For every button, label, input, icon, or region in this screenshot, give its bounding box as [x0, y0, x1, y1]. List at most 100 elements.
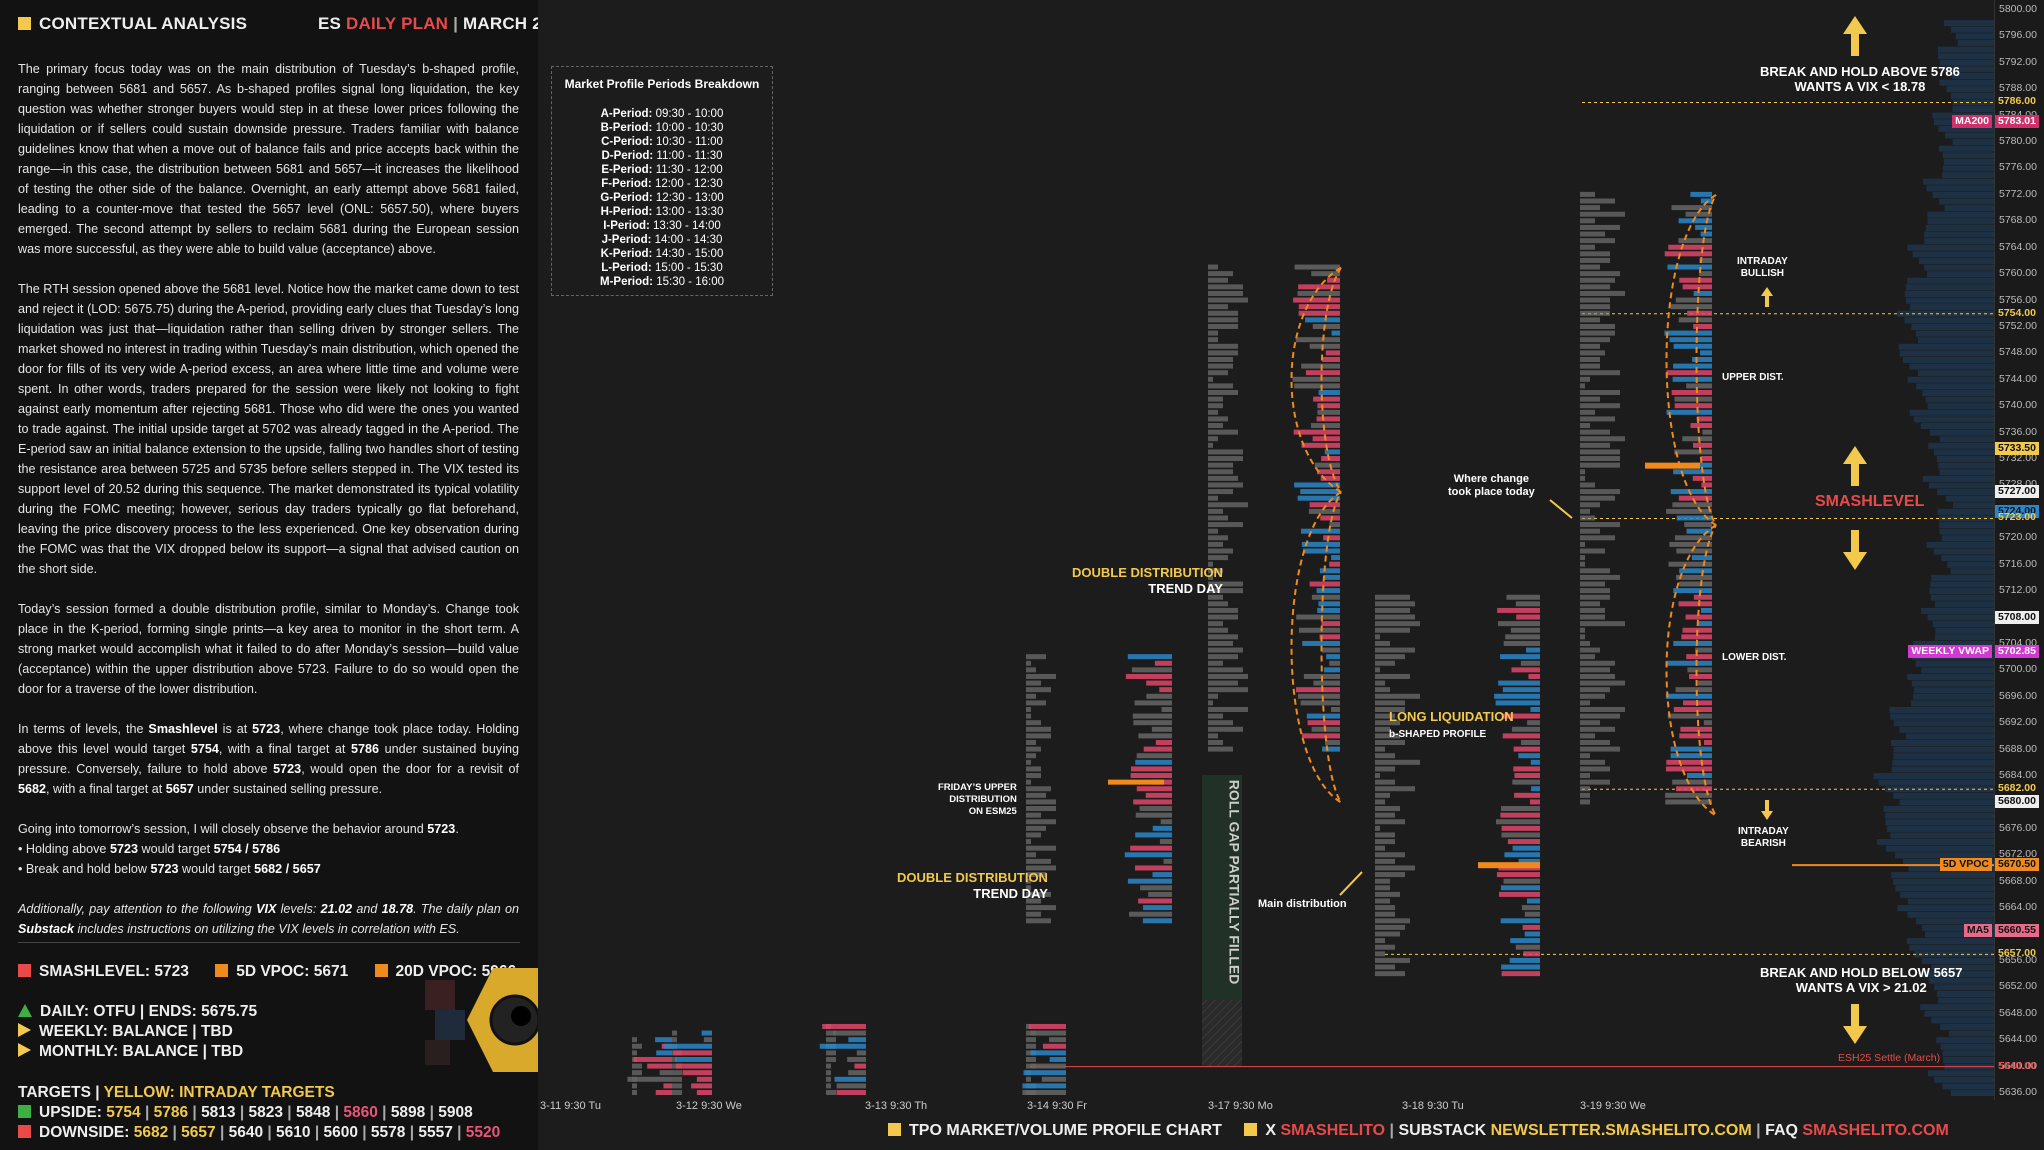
tpo-chart[interactable] — [538, 0, 1994, 1100]
volume-bar — [1293, 429, 1340, 435]
tpo-letters — [1375, 885, 1390, 891]
left-panel: CONTEXTUAL ANALYSIS ES DAILY PLAN | MARC… — [0, 0, 600, 1150]
volume-bar — [1300, 700, 1340, 706]
tpo-letters — [1375, 812, 1395, 818]
volume-bar — [1310, 423, 1340, 429]
price-tick: 5668.00 — [1999, 874, 2037, 887]
volume-bar — [1313, 680, 1340, 686]
vix-note: Additionally, pay attention to the follo… — [18, 902, 519, 936]
volume-bar — [1900, 891, 1994, 898]
tpo-letters — [1580, 482, 1595, 488]
volume-bar — [1678, 218, 1712, 224]
volume-bar — [1678, 317, 1712, 323]
target-separator: | — [452, 1124, 466, 1141]
volume-bar — [1675, 786, 1712, 792]
volume-bar — [1130, 773, 1172, 779]
volume-bar — [1124, 852, 1172, 858]
volume-bar — [1931, 1017, 1994, 1024]
tpo-letters — [1026, 746, 1041, 752]
tpo-letters — [1580, 383, 1585, 389]
volume-bar — [1326, 654, 1340, 660]
tpo-letters — [1580, 403, 1620, 409]
tpo-letters — [1208, 541, 1223, 547]
volume-bar — [1028, 1023, 1066, 1029]
volume-bar — [1921, 607, 1994, 614]
tpo-letters — [1208, 290, 1243, 296]
tpo-letters — [1580, 290, 1625, 296]
volume-bar — [1319, 634, 1340, 640]
volume-bar — [1135, 832, 1172, 838]
volume-bar — [1301, 363, 1340, 369]
volume-bar — [1513, 766, 1540, 772]
volume-bar — [1504, 852, 1540, 858]
tpo-letters — [1580, 409, 1595, 415]
tpo-letters — [1580, 766, 1610, 772]
volume-bar — [834, 1076, 866, 1082]
tpo-letters — [1208, 561, 1213, 567]
target-value: 5813 — [201, 1104, 236, 1121]
tpo-letters — [1208, 271, 1233, 277]
price-axis[interactable]: 5800.005796.005792.005788.005784.005780.… — [1994, 0, 2044, 1100]
tpo-letters — [1580, 218, 1595, 224]
tpo-letters — [1580, 271, 1620, 277]
volume-bar — [1697, 680, 1712, 686]
volume-bar — [1937, 508, 1994, 515]
tpo-letters — [1375, 839, 1395, 845]
volume-bar — [1907, 244, 1994, 251]
target-separator: | — [310, 1124, 324, 1141]
tpo-letters — [1580, 442, 1610, 448]
period-time: 15:30 - 16:00 — [653, 276, 724, 288]
tpo-letters — [1208, 555, 1228, 561]
volume-bar — [1301, 733, 1340, 739]
main-distribution-note: Main distribution — [1258, 898, 1347, 910]
tpo-letters — [1580, 317, 1600, 323]
volume-bar — [1297, 693, 1340, 699]
tpo-letters — [1375, 806, 1400, 812]
price-tick: 5648.00 — [1999, 1006, 2037, 1019]
tpo-letters — [1208, 528, 1218, 534]
volume-bar — [691, 1083, 712, 1089]
volume-bar — [1678, 238, 1712, 244]
bullet-holding-above: • Holding above 5723 would target 5754 /… — [18, 842, 281, 856]
price-tick: 5652.00 — [1999, 980, 2037, 993]
volume-bar — [1514, 792, 1540, 798]
volume-bar — [1936, 990, 1994, 997]
volume-bar — [1931, 574, 1994, 581]
price-tick: 5800.00 — [1999, 3, 2037, 15]
volume-bar — [1890, 740, 1994, 747]
volume-bar — [1693, 323, 1712, 329]
volume-bar — [1921, 924, 1994, 931]
target-separator: | — [235, 1104, 249, 1121]
target-value: 5908 — [438, 1104, 473, 1121]
tpo-letters — [1375, 845, 1385, 851]
volume-bar — [1951, 26, 1994, 33]
tpo-letters — [1026, 885, 1031, 891]
volume-bar — [1127, 654, 1172, 660]
volume-bar — [1885, 845, 1994, 852]
tpo-letters — [1026, 799, 1056, 805]
volume-bar — [1885, 812, 1994, 819]
tpo-letters — [1375, 759, 1420, 765]
volume-bar — [1907, 376, 1994, 383]
volume-bar — [1301, 528, 1340, 534]
tpo-letters — [1580, 548, 1605, 554]
period-row: A-Period: 09:30 - 10:00 — [552, 107, 772, 121]
volume-bar — [1311, 594, 1340, 600]
tpo-letters — [1026, 825, 1046, 831]
volume-bar — [1914, 951, 1994, 958]
tpo-letters — [1580, 640, 1590, 646]
volume-bar — [1891, 766, 1994, 773]
volume-bar — [1917, 337, 1994, 344]
period-time: 13:30 - 14:00 — [649, 220, 721, 232]
tpo-letters — [1580, 436, 1625, 442]
tpo-letters — [672, 1070, 682, 1076]
tpo-letters — [1026, 726, 1051, 732]
volume-bar — [1135, 759, 1172, 765]
tpo-letters — [1580, 191, 1595, 197]
price-tick: 5720.00 — [1999, 531, 2037, 544]
volume-bar — [696, 1076, 712, 1082]
volume-bar — [1501, 971, 1540, 977]
volume-bar — [1521, 905, 1540, 911]
volume-bar — [1325, 350, 1340, 356]
price-tick: 5760.00 — [1999, 267, 2037, 280]
